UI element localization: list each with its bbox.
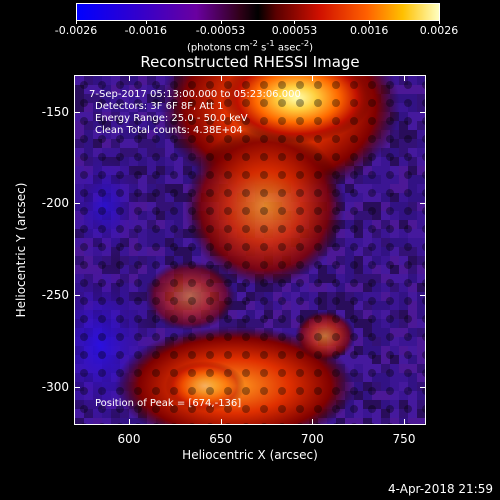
colorbar-tick (369, 20, 371, 24)
y-tick-label: -150 (41, 104, 69, 119)
colorbar-tick (220, 20, 222, 24)
y-axis-tick (420, 294, 426, 296)
x-tick-label: 700 (300, 432, 324, 446)
colorbar-tick-label: 0.00053 (271, 24, 318, 37)
x-axis-tick (220, 75, 222, 81)
y-axis-tick (74, 294, 80, 296)
x-axis-tick (404, 419, 405, 425)
image-plot: 7-Sep-2017 05:13:00.000 to 05:23:06.000 … (74, 75, 426, 425)
colorbar-tick-label: 0.0026 (419, 24, 459, 37)
rhessi-heatmap (75, 76, 425, 424)
colorbar-tick-label: -0.00053 (195, 24, 246, 37)
clean-counts-label: Clean Total counts: 4.38E+04 (95, 125, 243, 136)
page-title: Reconstructed RHESSI Image (140, 53, 360, 71)
y-axis-tick (74, 111, 80, 113)
x-axis-tick (129, 75, 130, 81)
x-tick-label: 650 (209, 432, 233, 446)
y-axis-tick (420, 386, 426, 388)
x-tick-label: 600 (117, 432, 141, 446)
y-axis-tick (420, 111, 426, 113)
time-range-label: 7-Sep-2017 05:13:00.000 to 05:23:06.000 (89, 89, 301, 100)
x-axis-tick (220, 419, 222, 425)
colorbar-tick (76, 20, 77, 24)
y-axis-tick (74, 386, 80, 388)
x-axis-tick (312, 419, 314, 425)
energy-range-label: Energy Range: 25.0 - 50.0 keV (95, 113, 248, 124)
detectors-label: Detectors: 3F 6F 8F, Att 1 (95, 101, 224, 112)
colorbar-tick-label: 0.0016 (349, 24, 389, 37)
y-tick-label: -250 (41, 287, 69, 302)
x-axis-tick (404, 75, 405, 81)
y-tick-label: -200 (41, 196, 69, 211)
x-axis-tick (129, 419, 130, 425)
peak-position-label: Position of Peak = [674,-136] (95, 398, 242, 409)
y-tick-label: -300 (41, 379, 69, 394)
x-axis-tick (312, 75, 314, 81)
y-axis-tick (420, 203, 426, 205)
colorbar-tick (294, 20, 296, 24)
y-axis-label: Heliocentric Y (arcsec) (14, 182, 28, 318)
colorbar-tick-label: -0.0016 (124, 24, 168, 37)
x-axis-label: Heliocentric X (arcsec) (182, 448, 318, 462)
colorbar (76, 3, 440, 21)
colorbar-units: (photons cm-2 s-1 asec-2) (186, 38, 314, 54)
y-axis-tick (74, 203, 80, 205)
colorbar-tick (145, 20, 147, 24)
timestamp: 4-Apr-2018 21:59 (388, 482, 493, 496)
colorbar-tick-label: -0.0026 (54, 24, 98, 37)
x-tick-label: 750 (392, 432, 416, 446)
colorbar-tick (439, 20, 440, 24)
